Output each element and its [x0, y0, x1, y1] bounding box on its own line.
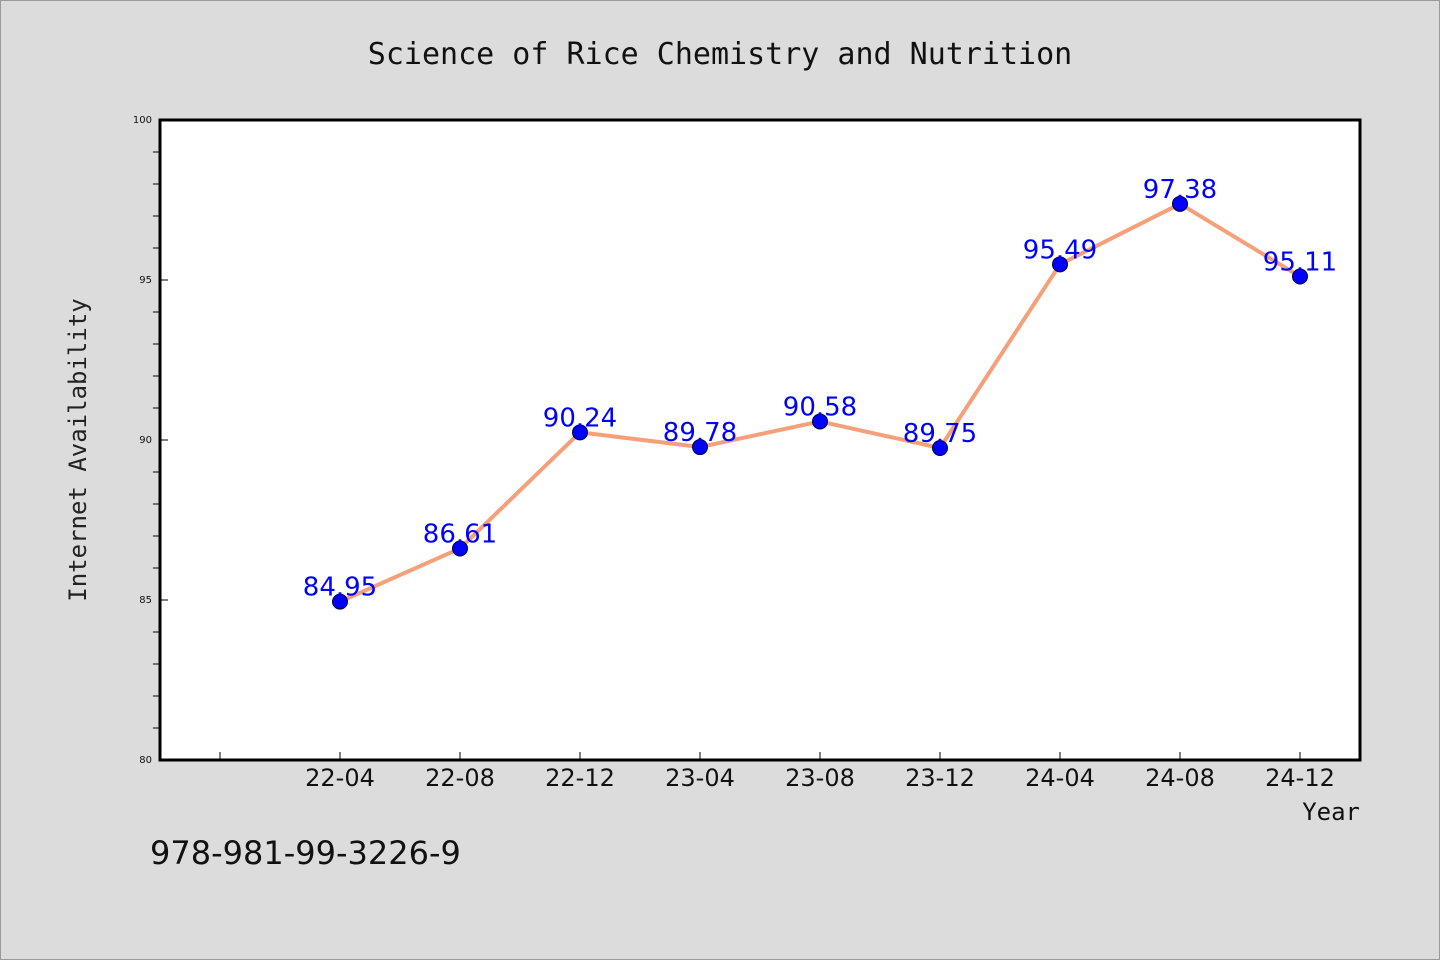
- isbn-text: 978-981-99-3226-9: [150, 834, 461, 872]
- chart-title: Science of Rice Chemistry and Nutrition: [368, 37, 1072, 72]
- x-axis-label: Year: [1302, 798, 1360, 826]
- x-tick-label: 24-08: [1145, 764, 1215, 792]
- data-point: [812, 413, 828, 430]
- data-label: 89.75: [903, 419, 977, 449]
- data-label: 95.49: [1023, 235, 1097, 265]
- data-point: [332, 593, 348, 610]
- data-label: 86.61: [423, 519, 497, 549]
- data-point: [692, 439, 708, 456]
- x-tick-label: 22-04: [305, 764, 375, 792]
- data-point: [452, 540, 468, 557]
- y-tick-label: 90: [139, 435, 152, 446]
- y-tick-label: 80: [139, 755, 152, 766]
- data-label: 97.38: [1143, 175, 1217, 205]
- data-label: 90.24: [543, 403, 617, 433]
- data-label: 84.95: [303, 573, 377, 603]
- x-tick-label: 24-12: [1265, 764, 1335, 792]
- plot-area: [158, 118, 1362, 762]
- y-minor-ticks: [153, 151, 160, 729]
- series-markers: [332, 195, 1308, 610]
- y-tick-label: 100: [133, 115, 152, 126]
- x-tick-label: 23-04: [665, 764, 735, 792]
- data-point: [932, 440, 948, 456]
- data-point: [1292, 268, 1308, 285]
- x-tick-label: 23-08: [785, 764, 855, 792]
- x-tick-label: 23-12: [905, 764, 975, 792]
- x-axis: 22-04 22-08 22-12 23-04 23-08 23-12 24-04 24-08…: [219, 752, 1335, 792]
- data-labels: 84.95 86.61 90.24 89.78 90.58 89.75 95.49 97.38…: [303, 175, 1337, 603]
- y-axis: 80 85 90 95 100: [133, 115, 168, 766]
- data-label: 89.78: [663, 418, 737, 448]
- x-tick-label: 22-12: [545, 764, 615, 792]
- data-point: [1172, 195, 1188, 212]
- y-axis-label: Internet Availability: [64, 298, 92, 601]
- x-tick-label: 22-08: [425, 764, 495, 792]
- data-point: [1052, 256, 1068, 273]
- data-label: 90.58: [783, 392, 857, 422]
- y-tick-label: 85: [139, 595, 152, 606]
- y-tick-label: 95: [139, 275, 152, 286]
- data-point: [572, 424, 588, 441]
- data-label: 95.11: [1263, 247, 1337, 277]
- x-tick-label: 24-04: [1025, 764, 1095, 792]
